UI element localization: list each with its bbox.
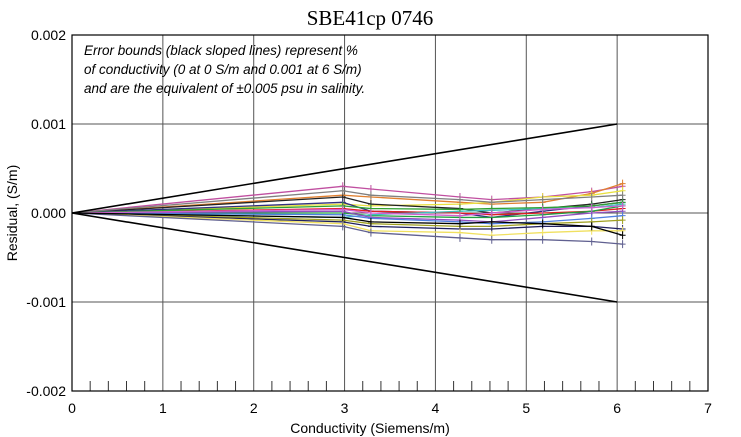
series-point bbox=[456, 211, 463, 220]
series-point bbox=[339, 222, 346, 231]
series-point bbox=[539, 219, 546, 228]
series-line bbox=[71, 210, 623, 223]
y-tick-label: 0.002 bbox=[31, 27, 66, 43]
series-point bbox=[619, 179, 626, 188]
annotation-line: Error bounds (black sloped lines) repres… bbox=[84, 43, 358, 58]
series-point bbox=[488, 235, 495, 244]
series-point bbox=[339, 186, 346, 195]
x-tick-label: 1 bbox=[159, 400, 167, 416]
x-tick-label: 3 bbox=[341, 400, 349, 416]
series-line bbox=[71, 201, 623, 214]
series-point bbox=[588, 192, 595, 201]
series-point bbox=[456, 195, 463, 204]
annotation-line: of conductivity (0 at 0 S/m and 0.001 at… bbox=[84, 62, 362, 77]
series-point bbox=[456, 233, 463, 242]
x-tick-label: 5 bbox=[522, 400, 530, 416]
series-point bbox=[339, 205, 346, 214]
annotation: Error bounds (black sloped lines) repres… bbox=[84, 41, 365, 98]
series-line bbox=[71, 205, 623, 217]
error-bound-upper bbox=[71, 123, 618, 214]
chart-title: SBE41cp 0746 bbox=[307, 6, 434, 30]
y-axis-label: Residual, (S/m) bbox=[4, 165, 20, 261]
y-tick-label: 0.000 bbox=[31, 205, 66, 221]
x-tick-label: 6 bbox=[613, 400, 621, 416]
series-point bbox=[619, 240, 626, 249]
series-point bbox=[539, 205, 546, 214]
series-point bbox=[367, 228, 374, 237]
series-point bbox=[539, 235, 546, 244]
series-line bbox=[71, 190, 623, 214]
series-point bbox=[367, 191, 374, 200]
series-line bbox=[71, 212, 623, 236]
series-line bbox=[72, 205, 623, 219]
series-point bbox=[619, 201, 626, 210]
x-tick-label: 4 bbox=[432, 400, 440, 416]
series-point bbox=[588, 222, 595, 231]
series-point bbox=[539, 195, 546, 204]
x-tick-label: 2 bbox=[250, 400, 258, 416]
x-tick-label: 0 bbox=[68, 400, 76, 416]
series-point bbox=[619, 216, 626, 225]
series-line bbox=[71, 212, 623, 236]
series-point bbox=[539, 228, 546, 237]
series-line bbox=[71, 185, 623, 214]
series-point bbox=[619, 191, 626, 200]
series-point bbox=[367, 209, 374, 217]
y-tick-label: 0.001 bbox=[31, 116, 66, 132]
plot-frame bbox=[71, 34, 709, 392]
series-point bbox=[339, 213, 346, 222]
series-point bbox=[588, 237, 595, 246]
annotation-line: and are the equivalent of ±0.005 psu in … bbox=[84, 81, 366, 96]
y-tick-label: -0.001 bbox=[26, 294, 66, 310]
error-bound-lower bbox=[71, 212, 618, 303]
series-point bbox=[488, 209, 495, 217]
series-point bbox=[588, 203, 595, 212]
series-point bbox=[367, 217, 374, 226]
series-line bbox=[71, 212, 623, 228]
y-tick-label: -0.002 bbox=[26, 383, 66, 399]
series-point bbox=[619, 231, 626, 240]
x-tick-label: 7 bbox=[704, 400, 712, 416]
x-axis-label: Conductivity (Siemens/m) bbox=[290, 420, 450, 436]
series-point bbox=[456, 219, 463, 228]
series-point bbox=[488, 217, 495, 226]
series-line bbox=[71, 212, 623, 245]
series-point bbox=[488, 198, 495, 207]
